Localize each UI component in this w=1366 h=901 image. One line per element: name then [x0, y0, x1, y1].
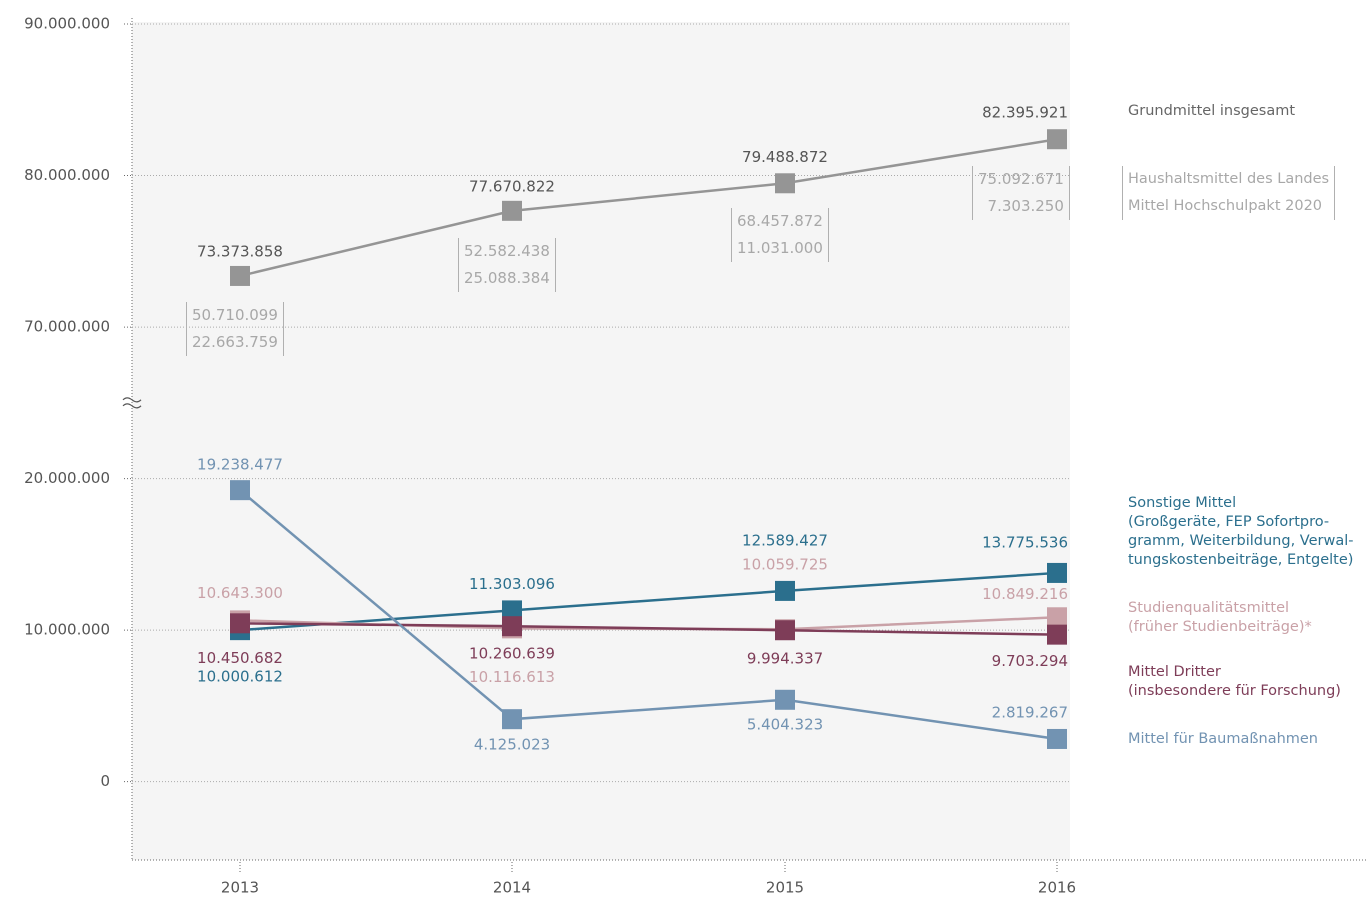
marker	[230, 613, 250, 634]
breakdown-legend: Haushaltsmittel des Landes Mittel Hochsch…	[1122, 166, 1336, 220]
value-label: 73.373.858	[197, 242, 283, 260]
marker	[502, 200, 522, 221]
marker	[502, 709, 522, 730]
marker	[775, 173, 795, 194]
y-tick-label: 10.000.000	[24, 621, 110, 639]
marker	[775, 689, 795, 710]
x-tick-label: 2013	[221, 879, 259, 897]
breakdown-value: 7.303.250	[987, 197, 1064, 215]
series-line	[239, 489, 1058, 741]
plot-background	[132, 22, 1070, 860]
marker	[775, 580, 795, 601]
marker	[502, 616, 522, 637]
marker	[1047, 607, 1067, 628]
breakdown-value: 11.031.000	[737, 239, 823, 257]
breakdown-value: 25.088.384	[464, 269, 550, 287]
marker	[1047, 562, 1067, 583]
breakdown-box: 75.092.671 7.303.250	[972, 166, 1070, 220]
value-label: 19.238.477	[197, 456, 283, 474]
breakdown-value: 52.582.438	[464, 242, 550, 260]
y-tick-label: 70.000.000	[24, 318, 110, 336]
series-line	[239, 571, 1058, 632]
series-line	[239, 137, 1058, 278]
value-label: 12.589.427	[742, 531, 828, 549]
x-tick-label: 2016	[1038, 879, 1076, 897]
breakdown-box: 52.582.438 25.088.384	[458, 238, 556, 292]
marker	[230, 265, 250, 286]
legend-entry: Mittel Dritter (insbesondere für Forschu…	[1128, 664, 1341, 699]
value-label: 77.670.822	[469, 177, 555, 195]
axis-break	[122, 397, 142, 409]
value-label: 82.395.921	[982, 104, 1068, 122]
y-tick-label: 20.000.000	[24, 469, 110, 487]
value-label: 13.775.536	[982, 533, 1068, 551]
value-label: 9.703.294	[992, 652, 1068, 670]
breakdown-value: 50.710.099	[192, 306, 278, 324]
value-label: 79.488.872	[742, 148, 828, 166]
breakdown-box: 50.710.099 22.663.759	[186, 302, 284, 356]
value-label: 10.059.725	[742, 556, 828, 574]
x-tick-label: 2014	[493, 879, 531, 897]
marker	[1047, 728, 1067, 749]
legend-entry: Mittel Hochschulpakt 2020	[1128, 198, 1323, 214]
marker	[230, 480, 250, 501]
marker	[1047, 129, 1067, 150]
y-tick-label: 90.000.000	[24, 15, 110, 33]
value-label: 10.450.682	[197, 649, 283, 667]
y-tick-label: 80.000.000	[24, 166, 110, 184]
value-label: 10.116.613	[469, 668, 555, 686]
legend-entry: Grundmittel insgesamt	[1128, 103, 1296, 119]
y-tick-label: 0	[100, 772, 110, 790]
value-label: 2.819.267	[992, 703, 1068, 721]
value-label: 11.303.096	[469, 575, 555, 593]
value-label: 10.849.216	[982, 585, 1068, 603]
value-label: 10.000.612	[197, 668, 283, 686]
legend-entry: Studienqualitätsmittel (früher Studienbe…	[1128, 600, 1312, 635]
value-label: 9.994.337	[747, 650, 823, 668]
value-label: 4.125.023	[474, 736, 550, 754]
legend-entry: Sonstige Mittel (Großgeräte, FEP Sofortp…	[1128, 495, 1354, 568]
value-label: 10.260.639	[469, 645, 555, 663]
marker	[775, 620, 795, 641]
value-label: 10.643.300	[197, 584, 283, 602]
legend-entry: Haushaltsmittel des Landes	[1128, 171, 1330, 187]
breakdown-value: 75.092.671	[978, 170, 1064, 188]
marker	[1047, 624, 1067, 645]
marker	[502, 600, 522, 621]
breakdown-value: 68.457.872	[737, 212, 823, 230]
value-label: 5.404.323	[747, 715, 823, 733]
breakdown-box: 68.457.872 11.031.000	[731, 208, 829, 262]
x-tick-label: 2015	[766, 879, 804, 897]
legend-entry: Mittel für Baumaßnahmen	[1128, 731, 1319, 747]
series-line	[239, 622, 1058, 636]
breakdown-value: 22.663.759	[192, 333, 278, 351]
